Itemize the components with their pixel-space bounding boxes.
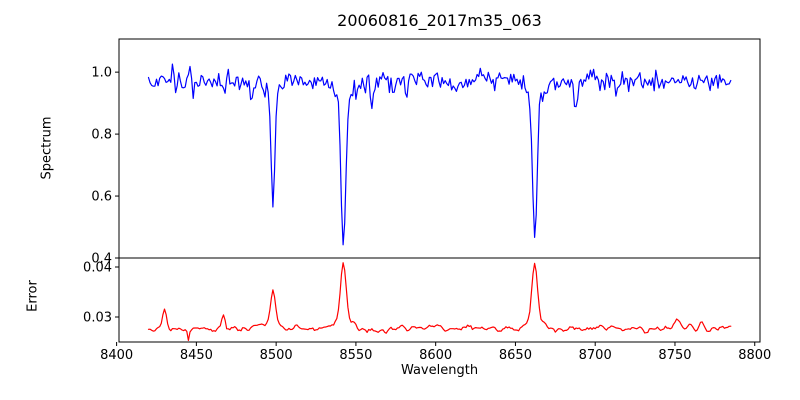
plot-title: 20060816_2017m35_063 (337, 11, 542, 30)
error-series-line (147, 262, 732, 341)
spectrum-y-tick-label: 0.8 (91, 128, 112, 143)
error-x-tick-label: 8700 (579, 348, 612, 363)
error-x-tick-label: 8600 (419, 348, 452, 363)
error-y-tick-label: 0.04 (83, 261, 112, 276)
error-x-tick-label: 8400 (100, 348, 133, 363)
error-x-tick-label: 8450 (180, 348, 213, 363)
error-axes-frame (118, 257, 761, 343)
spectrum-y-tick-label: 0.4 (91, 252, 112, 267)
spectrum-axes-frame (118, 38, 761, 259)
error-x-tick-label: 8800 (738, 348, 771, 363)
wavelength-x-axis-label: Wavelength (400, 363, 479, 378)
error-x-tick-label: 8750 (658, 348, 691, 363)
spectrum-series-line (147, 63, 732, 246)
error-y-tick-label: 0.03 (83, 311, 112, 326)
error-x-tick-label: 8500 (260, 348, 293, 363)
error-x-tick-label: 8650 (499, 348, 532, 363)
spectrum-y-tick-label: 0.6 (91, 190, 112, 205)
spectrum-y-tick-label: 1.0 (91, 66, 112, 81)
spectrum-y-axis-label: Spectrum (39, 116, 55, 180)
error-x-tick-label: 8550 (339, 348, 372, 363)
error-y-axis-label: Error (25, 280, 41, 312)
